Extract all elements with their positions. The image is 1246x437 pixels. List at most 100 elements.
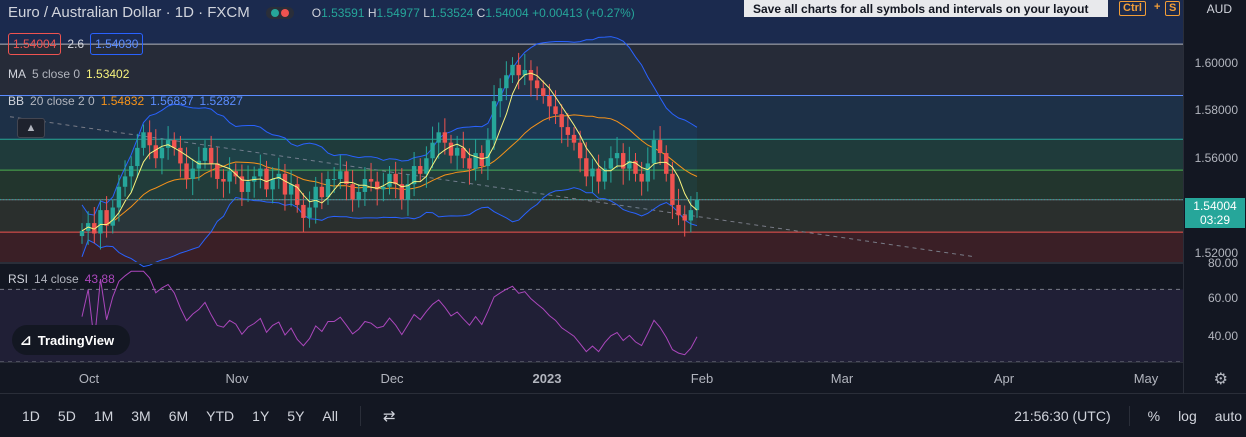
date-range-icon[interactable]: ⇄ (382, 407, 396, 425)
buy-button[interactable]: 1.54030 (90, 33, 144, 55)
timeframe-1y[interactable]: 1Y (252, 407, 270, 424)
auto-toggle[interactable]: auto (1214, 407, 1242, 424)
candle-body (522, 70, 527, 76)
candle-body (461, 147, 466, 159)
symbol-title[interactable]: Euro / Australian Dollar · 1D · FXCM (8, 4, 250, 21)
timeframe-ytd[interactable]: YTD (206, 407, 235, 424)
candle-body (122, 176, 128, 187)
candle-body (288, 184, 294, 195)
candle-body (559, 114, 564, 128)
candle-body (215, 163, 220, 179)
timeframe-1d[interactable]: 1D (22, 407, 40, 424)
candle-body (92, 223, 97, 234)
candle-body (639, 173, 644, 182)
candle-body (165, 140, 171, 148)
candle-body (454, 147, 460, 156)
sell-button[interactable]: 1.54004 (8, 33, 62, 55)
candle-body (504, 75, 509, 89)
candle-body (676, 204, 681, 216)
x-tick-label: Feb (690, 371, 714, 386)
candle-body (153, 145, 158, 159)
candle-body (159, 147, 165, 159)
rsi-legend[interactable]: RSI 14 close 43.88 (8, 272, 115, 286)
currency-label[interactable]: AUD (1206, 2, 1232, 16)
candle-body (184, 163, 189, 179)
symbol-legend: Euro / Australian Dollar · 1D · FXCM O1.… (8, 4, 635, 21)
candle-body (688, 210, 694, 221)
collapse-legend-button[interactable]: ▲ (17, 118, 45, 138)
candle-body (98, 210, 103, 234)
candle-body (270, 178, 275, 190)
x-tick-label: Apr (993, 371, 1015, 386)
candle-body (381, 186, 386, 190)
timeframe-3m[interactable]: 3M (131, 407, 151, 424)
market-status-icon[interactable] (265, 6, 294, 19)
candle-body (245, 181, 251, 192)
timeframe-5d[interactable]: 5D (57, 407, 76, 424)
y-tick-label: 1.60000 (1194, 56, 1238, 70)
candle-body (172, 140, 177, 148)
ohlc-values: O1.53591 H1.54977 L1.53524 C1.54004 +0.0… (311, 5, 635, 20)
timeframe-6m[interactable]: 6M (168, 407, 189, 424)
candle-body (553, 106, 558, 115)
candle-body (473, 153, 478, 169)
save-layout-tooltip: Save all charts for all symbols and inte… (744, 0, 1181, 17)
candle-body (448, 142, 454, 156)
candle-body (350, 184, 355, 200)
ma-legend[interactable]: MA 5 close 0 1.53402 (8, 67, 130, 81)
tradingview-logo[interactable]: ⊿ TradingView (12, 325, 130, 355)
y-tick-label: 1.58000 (1194, 103, 1238, 117)
fib-band (0, 44, 1183, 96)
kbd-plus: + (1154, 1, 1161, 13)
bar-countdown: 03:29 (1199, 213, 1231, 227)
clock-time[interactable]: 21:56:30 (UTC) (1014, 407, 1111, 424)
toolbar-divider (359, 405, 361, 426)
candle-body (331, 178, 337, 180)
time-axis-divider (0, 362, 1246, 363)
candle-body (190, 168, 195, 179)
spread-value: 2.6 (67, 37, 85, 51)
timeframe-1m[interactable]: 1M (93, 407, 114, 424)
candle-body (590, 168, 595, 177)
percent-toggle[interactable]: % (1147, 407, 1161, 424)
candle-body (208, 147, 214, 164)
candle-body (608, 158, 614, 169)
rsi-tick-label: 60.00 (1207, 291, 1238, 305)
kbd-s: S (1165, 1, 1181, 16)
trend-line (9, 116, 976, 258)
log-toggle[interactable]: log (1178, 407, 1197, 424)
candle-body (534, 80, 540, 89)
candle-body (368, 178, 374, 182)
candle-body (430, 142, 435, 159)
rsi-tick-label: 40.00 (1207, 329, 1238, 343)
candle-body (116, 186, 122, 208)
trade-buttons: 1.54004 2.6 1.54030 (8, 33, 144, 55)
candle-body (682, 215, 687, 221)
candle-body (178, 147, 183, 164)
bb-legend[interactable]: BB 20 close 2 0 1.54832 1.56837 1.52827 (8, 94, 243, 108)
candle-body (479, 153, 484, 167)
candle-body (418, 166, 423, 174)
candle-body (547, 95, 552, 107)
candle-body (196, 160, 202, 169)
candle-body (129, 166, 134, 177)
candle-body (621, 153, 626, 169)
x-tick-label: Mar (830, 371, 854, 386)
timeframe-all[interactable]: All (322, 407, 338, 424)
timeframe-5y[interactable]: 5Y (287, 407, 305, 424)
ma-line (81, 72, 698, 232)
candle-body (344, 171, 349, 185)
settings-gear-icon[interactable]: ⚙ (1213, 371, 1228, 388)
candle-body (325, 178, 331, 198)
candle-body (258, 168, 263, 177)
candle-body (307, 207, 312, 218)
x-tick-label: Oct (78, 371, 100, 386)
candle-body (141, 132, 146, 148)
candle-body (436, 132, 441, 143)
candle-body (202, 147, 208, 161)
candle-body (264, 168, 269, 190)
candle-body (657, 140, 663, 154)
right-tools: 21:56:30 (UTC) % log auto (1014, 394, 1246, 437)
x-tick-label: Dec (380, 371, 404, 386)
